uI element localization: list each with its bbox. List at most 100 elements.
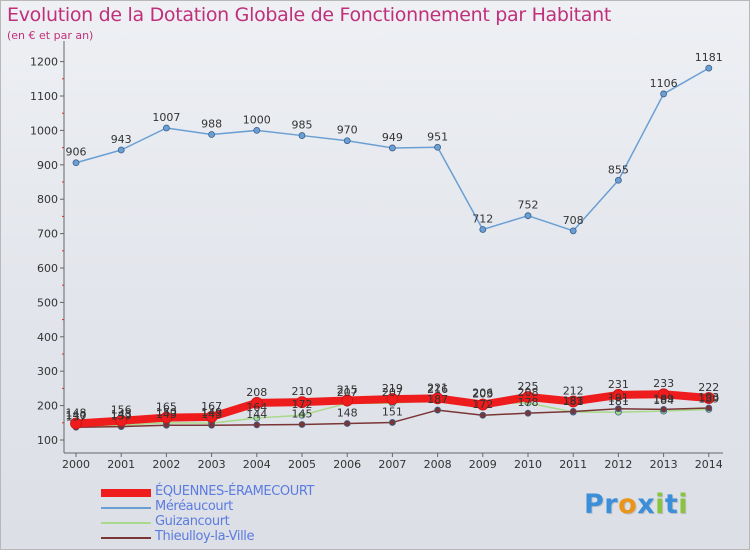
data-label: 183 [563, 394, 584, 407]
data-point [702, 392, 715, 404]
data-label: 215 [337, 383, 358, 396]
legend-swatch [101, 536, 151, 539]
x-tick-label: 2002 [152, 458, 180, 471]
data-label: 752 [518, 199, 539, 212]
logo-letter: o [618, 489, 638, 520]
data-label: 156 [111, 404, 132, 417]
data-point [72, 159, 80, 167]
data-point [657, 388, 670, 401]
y-tick-label: 1100 [30, 90, 58, 103]
x-tick-label: 2009 [469, 458, 497, 471]
data-label: 225 [518, 380, 539, 393]
data-point [343, 137, 351, 145]
data-label: 140 [66, 409, 87, 422]
data-label: 193 [698, 391, 719, 404]
data-point [117, 146, 125, 154]
data-point [298, 421, 306, 428]
chart-title: Evolution de la Dotation Globale de Fonc… [7, 4, 612, 26]
x-tick-label: 2011 [559, 458, 587, 471]
data-label: 943 [111, 133, 132, 146]
data-point [386, 393, 399, 405]
data-point [431, 392, 444, 405]
data-label: 212 [563, 384, 584, 397]
x-tick-label: 2012 [604, 458, 632, 471]
data-label: 712 [472, 212, 493, 225]
data-label: 137 [66, 410, 87, 423]
data-point [115, 414, 128, 427]
data-point [205, 411, 218, 423]
x-tick-label: 2003 [198, 458, 226, 471]
y-tick-label: 900 [37, 159, 58, 172]
data-label: 219 [382, 382, 403, 395]
data-label: 221 [427, 381, 448, 394]
data-label: 148 [66, 406, 87, 419]
y-tick-label: 800 [37, 193, 58, 206]
data-point [250, 396, 263, 409]
data-label: 184 [653, 394, 674, 407]
data-label: 206 [472, 387, 493, 400]
data-label: 181 [608, 395, 629, 408]
y-tick-label: 400 [37, 331, 58, 344]
legend-label: ÉQUENNES-ÉRAMECOURT [155, 484, 315, 499]
proxiti-logo: Proxiti [584, 489, 688, 520]
data-label: 210 [292, 385, 313, 398]
data-point [70, 417, 82, 430]
data-label: 855 [608, 163, 629, 176]
y-tick-label: 100 [37, 434, 58, 447]
data-point [341, 394, 354, 407]
data-point [479, 411, 487, 419]
data-point [253, 126, 261, 134]
legend-item: Thieulloy-la-Ville [101, 529, 401, 545]
data-point [615, 405, 622, 413]
logo-letter: i [655, 489, 665, 520]
data-point [208, 421, 216, 429]
data-label: 189 [698, 392, 719, 405]
data-point [388, 144, 396, 152]
data-label: 207 [337, 386, 358, 399]
y-tick-label: 300 [37, 365, 58, 378]
data-point [162, 124, 170, 132]
data-label: 207 [382, 386, 403, 399]
data-point [208, 131, 216, 138]
data-label: 144 [246, 408, 267, 421]
x-tick-label: 2005 [288, 458, 316, 471]
data-point [705, 404, 713, 412]
data-point [434, 143, 442, 151]
data-point [522, 391, 534, 403]
data-label: 216 [427, 383, 448, 396]
data-point [476, 398, 489, 411]
data-label: 949 [382, 131, 403, 144]
data-point [612, 389, 625, 401]
x-tick-label: 2000 [62, 458, 90, 471]
data-point [567, 395, 580, 408]
data-point [524, 409, 532, 417]
data-label: 189 [653, 392, 674, 405]
y-tick-label: 1200 [30, 56, 58, 69]
x-tick-label: 2008 [424, 458, 452, 471]
data-label: 143 [201, 408, 222, 421]
data-label: 149 [201, 406, 222, 419]
y-tick-label: 600 [37, 262, 58, 275]
data-point [524, 212, 532, 220]
data-point [253, 421, 261, 429]
legend-swatch [101, 506, 151, 509]
data-label: 988 [201, 118, 222, 131]
data-label: 1007 [152, 111, 180, 124]
data-label: 151 [382, 405, 403, 418]
data-label: 203 [472, 388, 493, 401]
legend-label: Thieulloy-la-Ville [155, 529, 255, 544]
data-label: 1181 [695, 51, 723, 64]
data-point [615, 176, 622, 184]
data-label: 708 [563, 214, 584, 227]
logo-letter: i [678, 489, 689, 520]
y-tick-label: 500 [37, 296, 58, 309]
data-point [569, 227, 577, 235]
data-label: 191 [608, 392, 629, 405]
data-point [660, 405, 667, 413]
data-label: 970 [337, 124, 358, 137]
data-point [298, 132, 306, 139]
data-label: 143 [156, 408, 177, 421]
logo-letter: x [637, 489, 656, 520]
